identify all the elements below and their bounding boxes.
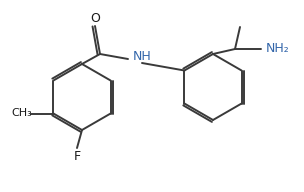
Text: F: F (74, 150, 81, 162)
Text: CH₃: CH₃ (11, 108, 32, 118)
Text: O: O (90, 12, 100, 25)
Text: NH₂: NH₂ (266, 42, 290, 55)
Text: NH: NH (133, 50, 152, 64)
